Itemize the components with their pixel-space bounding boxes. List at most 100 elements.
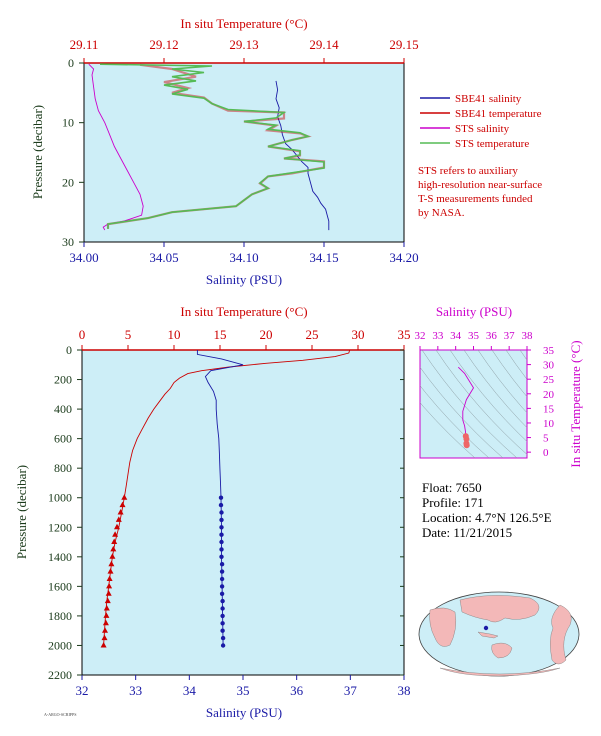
ts-temp-tick-label: 35 — [543, 345, 555, 357]
temperature-marker — [108, 560, 115, 567]
lower-pressure-tick-label: 600 — [54, 432, 72, 446]
ts-temp-tick-label: 15 — [543, 403, 555, 415]
upper-sal-axis-title: Salinity (PSU) — [206, 272, 282, 287]
ts-temp-tick-label: 20 — [543, 389, 555, 401]
lower-pressure-tick-label: 1800 — [48, 609, 72, 623]
ts-temp-axis-title: In situ Temperature (°C) — [568, 340, 583, 467]
salinity-marker — [219, 591, 225, 596]
legend-label: SBE41 temperature — [455, 108, 542, 120]
lower-series-salinity-line — [196, 350, 244, 646]
ts-temp-tick-label: 25 — [543, 374, 555, 386]
salinity-marker — [220, 635, 226, 641]
float-location-marker — [483, 625, 489, 631]
upper-temp-axis-title: In situ Temperature (°C) — [180, 16, 307, 31]
lower-sal-tick-label: 32 — [76, 683, 89, 698]
ts-deep-point — [463, 436, 470, 442]
lower-pressure-tick-labels: 0 200 400 600 800 1000 1200 1400 1600 1800 2000 220… — [48, 343, 404, 682]
float-location: Location: 4.7°N 126.5°E — [422, 510, 552, 525]
temperature-marker — [107, 568, 114, 574]
temperature-marker — [121, 494, 128, 500]
isopycnal-line — [420, 366, 504, 458]
lower-temp-tick-label: 5 — [125, 327, 132, 342]
map-land-antarctica — [439, 667, 561, 677]
salinity-marker — [220, 621, 225, 626]
ts-diagram: Salinity (PSU) In situ Temperature (°C) … — [415, 304, 584, 468]
ts-sal-tick-label: 38 — [522, 330, 534, 342]
map-land-americas — [550, 604, 572, 665]
upper-temp-tick-label: 29.14 — [309, 37, 339, 52]
upper-temp-tick-label: 29.12 — [149, 37, 178, 52]
lower-sal-tick-label: 36 — [290, 683, 304, 698]
isopycnal-line — [421, 350, 518, 458]
lower-temp-tick-labels: 0 5 10 15 20 25 30 35 — [79, 327, 411, 350]
lower-temp-tick-label: 15 — [214, 327, 227, 342]
lower-sal-tick-label: 34 — [183, 683, 197, 698]
salinity-marker — [219, 547, 224, 552]
lower-pressure-tick-label: 2200 — [48, 668, 72, 682]
temperature-marker — [104, 597, 111, 604]
upper-sal-tick-label: 34.05 — [149, 250, 178, 265]
salinity-marker — [219, 562, 225, 567]
upper-pressure-tick-label: 0 — [68, 56, 74, 70]
upper-temp-tick-labels: 29.11 29.12 29.13 29.14 29.15 — [70, 37, 419, 63]
salinity-marker — [219, 517, 224, 523]
upper-chart: In situ Temperature (°C) 29.11 29.12 29.13… — [30, 16, 419, 287]
lower-chart: In situ Temperature (°C) 0 5 10 15 20 25 30 35 … — [14, 304, 411, 720]
temperature-marker — [112, 531, 119, 537]
legend-label: SBE41 salinity — [455, 93, 522, 105]
upper-temp-tick-label: 29.11 — [70, 37, 99, 52]
map-land-australia — [491, 642, 513, 659]
lower-temp-tick-label: 20 — [260, 327, 273, 342]
upper-sal-tick-label: 34.15 — [309, 250, 338, 265]
temperature-marker — [114, 523, 120, 530]
ts-sal-axis-title: Salinity (PSU) — [436, 304, 512, 319]
ts-sal-tick-label: 37 — [504, 330, 516, 342]
ts-plot-area — [419, 349, 528, 459]
ts-temp-tick-labels: 0 5 10 15 20 25 30 35 — [527, 345, 555, 459]
legend-label: STS salinity — [455, 123, 510, 135]
temperature-marker — [102, 619, 109, 626]
upper-pressure-tick-label: 30 — [62, 235, 74, 249]
lower-sal-tick-label: 37 — [344, 683, 358, 698]
sts-note-line-3: T-S measurements funded — [418, 193, 533, 205]
temperature-marker — [110, 545, 117, 552]
float-id: Float: 7650 — [422, 480, 482, 495]
upper-legend: SBE41 salinity SBE41 temperature STS salin… — [418, 93, 542, 219]
lower-temp-tick-label: 0 — [79, 327, 86, 342]
lower-temp-tick-label: 10 — [168, 327, 181, 342]
legend-label: STS temperature — [455, 138, 529, 150]
profile-date: Date: 11/21/2015 — [422, 525, 512, 540]
salinity-marker — [220, 643, 226, 648]
lower-pressure-tick-label: 200 — [54, 373, 72, 387]
salinity-marker — [220, 613, 225, 619]
salinity-marker — [219, 554, 224, 559]
temperature-marker — [111, 538, 118, 544]
map-land-africa-europe — [429, 607, 457, 647]
upper-series-sbe41-salinity — [275, 80, 330, 231]
ts-temp-tick-label: 10 — [543, 418, 555, 430]
temperature-marker — [103, 605, 110, 611]
isopycnal-line — [420, 385, 490, 458]
lower-pressure-axis-title: Pressure (decibar) — [14, 465, 29, 559]
salinity-marker — [219, 539, 224, 545]
upper-plot-area — [83, 62, 405, 243]
map-land-indonesia — [477, 631, 499, 639]
temperature-marker — [117, 509, 124, 515]
salinity-marker — [219, 569, 225, 574]
ts-isopycnal-lines — [420, 350, 527, 458]
ts-temp-tick-label: 30 — [543, 360, 555, 372]
lower-pressure-tick-label: 1600 — [48, 579, 72, 593]
salinity-marker — [219, 576, 225, 582]
temperature-marker — [109, 553, 116, 559]
isopycnal-line — [477, 350, 527, 414]
lower-pressure-tick-label: 1000 — [48, 491, 72, 505]
upper-pressure-axis-title: Pressure (decibar) — [30, 105, 45, 199]
temperature-marker — [103, 612, 110, 618]
lower-pressure-tick-label: 1200 — [48, 520, 72, 534]
isopycnal-line — [435, 350, 527, 455]
lower-temp-tick-label: 25 — [306, 327, 319, 342]
lower-pressure-tick-label: 800 — [54, 461, 72, 475]
upper-series-group — [88, 63, 330, 231]
lower-series-group — [100, 349, 351, 648]
ts-temp-tick-label: 0 — [543, 447, 549, 459]
